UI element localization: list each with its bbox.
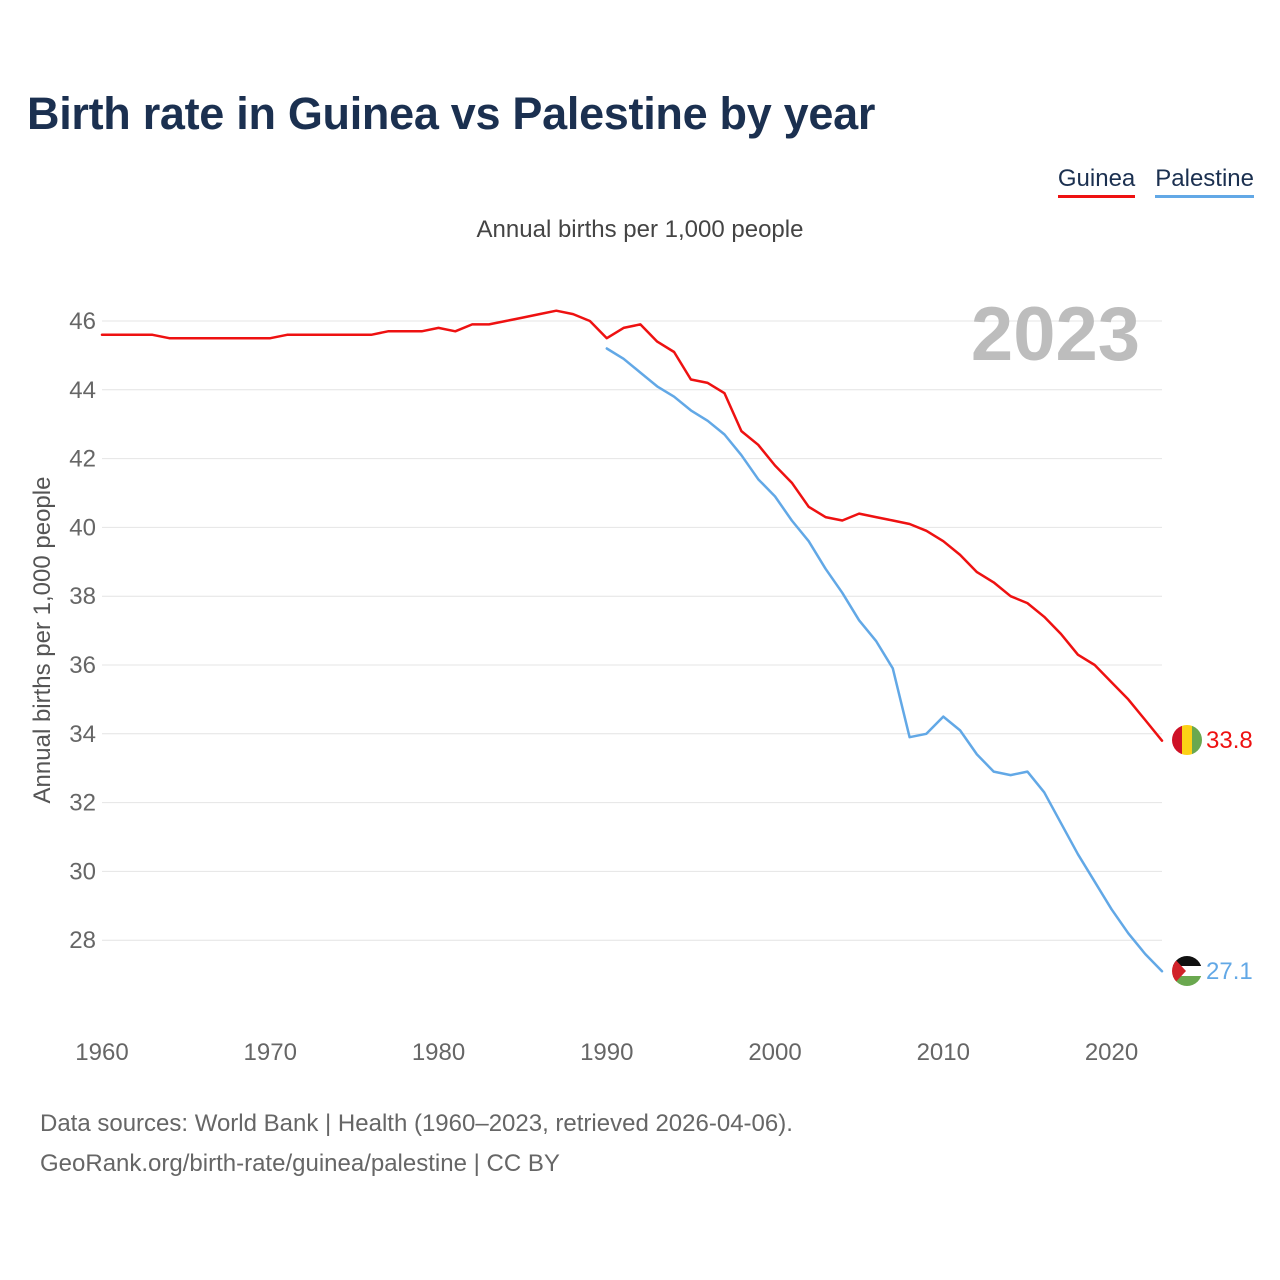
series-line-guinea[interactable] [100, 309, 1164, 742]
x-tick-label: 1980 [412, 1039, 465, 1066]
chart-subtitle: Annual births per 1,000 people [476, 216, 804, 243]
footer-attribution: GeoRank.org/birth-rate/guinea/palestine … [40, 1150, 560, 1177]
x-tick-label: 2010 [917, 1039, 970, 1066]
y-axis-label: Annual births per 1,000 people [29, 477, 56, 804]
end-label-guinea: 33.8 [1206, 727, 1253, 754]
legend-item-guinea[interactable]: Guinea [1057, 165, 1136, 198]
x-axis: 1960 1970 1980 1990 2000 2010 2020 [75, 1039, 1138, 1066]
chart-title: Birth rate in Guinea vs Palestine by yea… [27, 88, 876, 139]
y-tick-label: 32 [69, 790, 96, 817]
flag-guinea-icon [1172, 725, 1202, 755]
grid-lines [102, 320, 1162, 941]
footer: Data sources: World Bank | Health (1960–… [40, 1104, 793, 1184]
y-tick-label: 34 [69, 721, 96, 748]
x-tick-label: 2020 [1085, 1039, 1138, 1066]
series-line-palestine[interactable] [605, 347, 1164, 973]
flag-palestine-icon [1172, 956, 1202, 986]
y-tick-label: 30 [69, 858, 96, 885]
y-tick-label: 42 [69, 446, 96, 473]
legend-item-palestine[interactable]: Palestine [1155, 165, 1254, 198]
year-label: 2023 [971, 292, 1140, 377]
footer-sources: Data sources: World Bank | Health (1960–… [40, 1110, 793, 1137]
y-tick-label: 40 [69, 514, 96, 541]
y-tick-label: 44 [69, 377, 96, 404]
y-axis: 28 30 32 34 36 38 40 42 44 46 [69, 308, 96, 954]
x-tick-label: 1990 [580, 1039, 633, 1066]
y-tick-label: 46 [69, 308, 96, 335]
legend: Guinea Palestine [1057, 165, 1254, 198]
x-tick-label: 1970 [244, 1039, 297, 1066]
y-tick-label: 28 [69, 927, 96, 954]
y-tick-label: 36 [69, 652, 96, 679]
x-tick-label: 2000 [748, 1039, 801, 1066]
y-tick-label: 38 [69, 583, 96, 610]
end-label-palestine: 27.1 [1206, 958, 1253, 985]
x-tick-label: 1960 [75, 1039, 128, 1066]
